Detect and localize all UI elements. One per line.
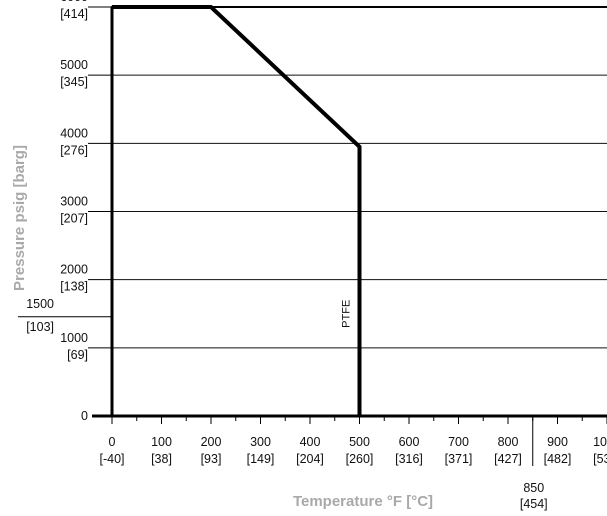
x-tick-label: 800 <box>498 435 519 449</box>
x-tick-sublabel: [427] <box>494 452 522 466</box>
x-tick-sublabel: [260] <box>346 452 374 466</box>
ptfe-rating-line <box>112 5 362 416</box>
x-tick-label: 100 <box>151 435 172 449</box>
axis-layer <box>18 6 607 466</box>
y-tick-label: 6000 <box>60 0 88 4</box>
x-tick-sublabel: [93] <box>201 452 222 466</box>
y-axis-title: Pressure psig [barg] <box>11 145 28 291</box>
label-layer: 0 [-40] 100 [38] 200 [93] 300 [149] 400 [204] 500 [… <box>26 0 607 511</box>
y-tick-sublabel: [138] <box>60 280 88 294</box>
y-tick-label: 0 <box>81 409 88 423</box>
x-tick-sublabel: [371] <box>445 452 473 466</box>
x-tick-label: 900 <box>547 435 568 449</box>
x-axis-title: Temperature °F [°C] <box>293 493 433 510</box>
x-tick-label: 500 <box>349 435 370 449</box>
y-tick-sublabel: [414] <box>60 7 88 21</box>
x-tick-label: 400 <box>300 435 321 449</box>
x-tick-label: 600 <box>399 435 420 449</box>
x-tick-sublabel: [-40] <box>99 452 124 466</box>
y-tick-sublabel: [207] <box>60 212 88 226</box>
y-tick-label: 2000 <box>60 263 88 277</box>
x-extra-tick-sublabel: [454] <box>520 497 548 511</box>
y-tick-label: 3000 <box>60 195 88 209</box>
y-tick-label: 1000 <box>60 331 88 345</box>
x-tick-sublabel: [538] <box>593 452 607 466</box>
x-tick-sublabel: [38] <box>151 452 172 466</box>
x-extra-tick-label: 850 <box>523 481 544 495</box>
x-tick-label: 300 <box>250 435 271 449</box>
x-tick-label: 700 <box>448 435 469 449</box>
x-tick-sublabel: [204] <box>296 452 324 466</box>
x-tick-label: 1000 <box>593 435 607 449</box>
y-extra-tick-sublabel: [103] <box>26 320 54 334</box>
series-layer <box>112 5 362 416</box>
y-tick-label: 5000 <box>60 58 88 72</box>
y-extra-tick-label: 1500 <box>26 297 54 311</box>
ptfe-annotation: PTFE <box>341 300 353 328</box>
x-tick-sublabel: [149] <box>247 452 275 466</box>
x-tick-label: 200 <box>201 435 222 449</box>
x-tick-sublabel: [482] <box>544 452 572 466</box>
x-tick-label: 0 <box>109 435 116 449</box>
y-tick-sublabel: [345] <box>60 75 88 89</box>
x-tick-sublabel: [316] <box>395 452 423 466</box>
y-tick-label: 4000 <box>60 126 88 140</box>
y-tick-sublabel: [276] <box>60 143 88 157</box>
y-tick-sublabel: [69] <box>67 348 88 362</box>
